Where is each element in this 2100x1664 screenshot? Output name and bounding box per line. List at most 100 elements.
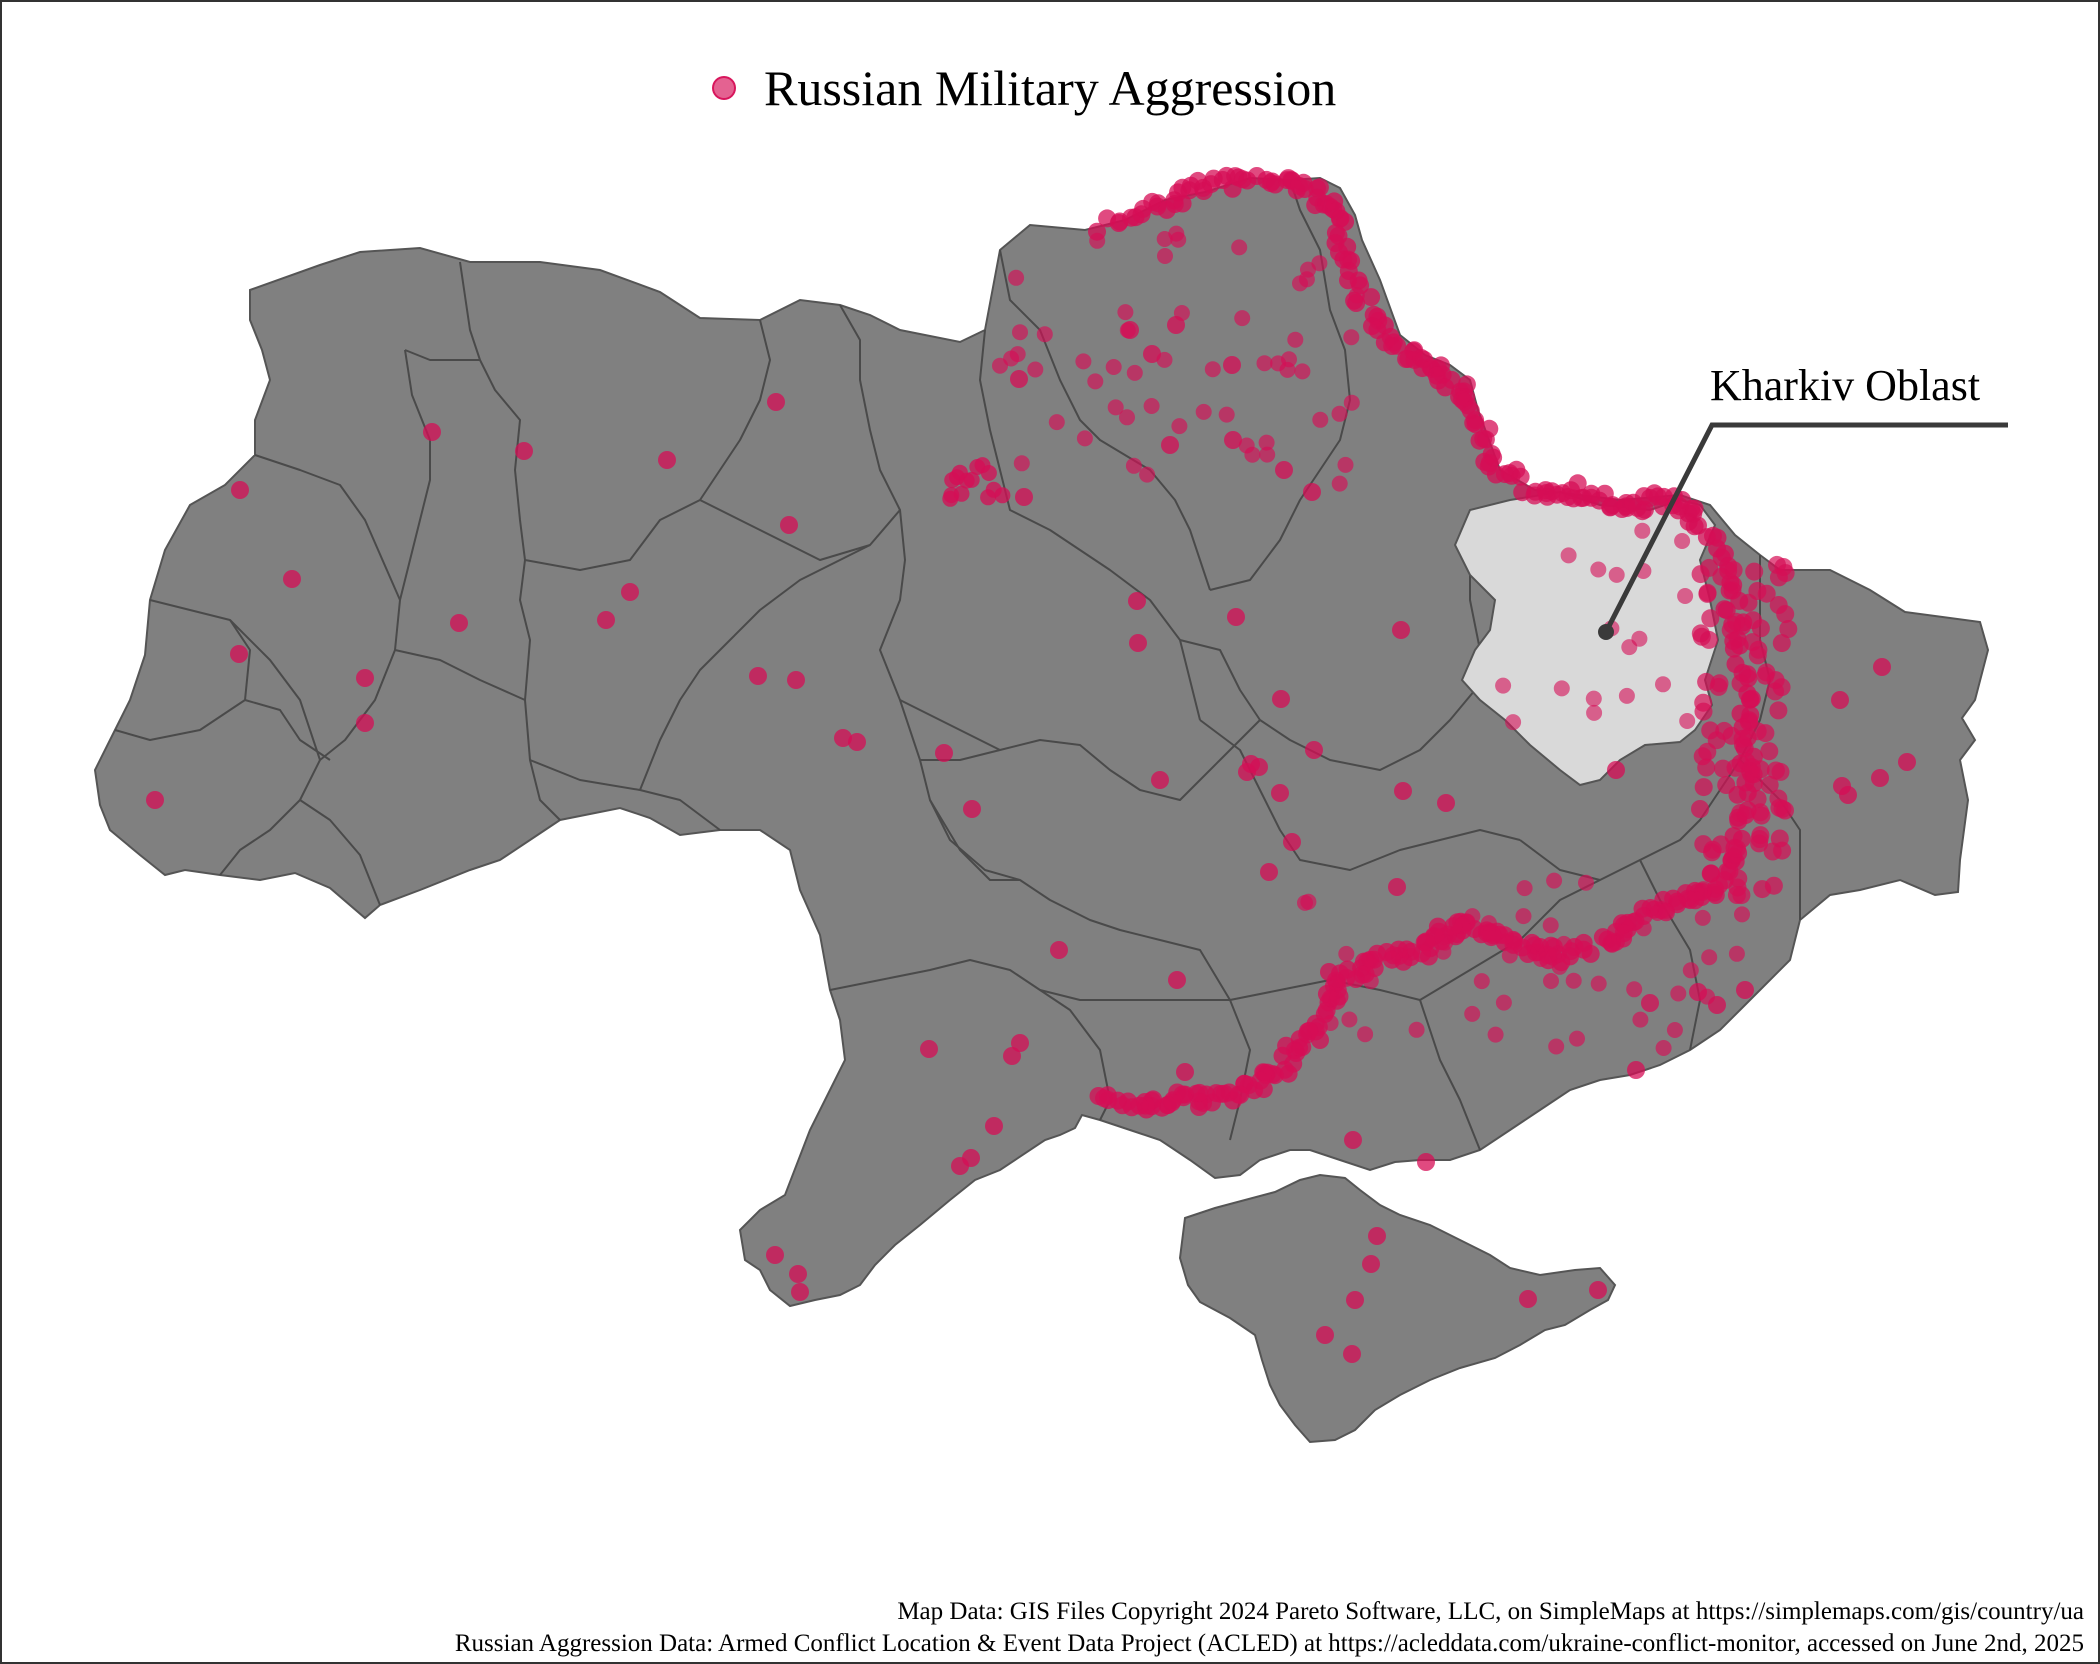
- event-marker: [1679, 713, 1696, 729]
- event-marker: [1394, 782, 1412, 800]
- event-marker: [1151, 771, 1169, 789]
- event-marker: [1010, 370, 1028, 388]
- event-marker: [1117, 304, 1134, 321]
- event-marker: [1871, 769, 1889, 787]
- event-marker: [515, 442, 533, 460]
- event-marker: [1297, 894, 1313, 911]
- event-marker: [1776, 564, 1795, 583]
- event-marker: [1542, 917, 1559, 934]
- event-marker: [1256, 355, 1273, 372]
- event-marker: [1511, 467, 1530, 486]
- legend-marker-icon: [712, 76, 736, 100]
- event-marker: [1712, 567, 1731, 586]
- kharkiv-oblast-label: Kharkiv Oblast: [1710, 361, 1981, 410]
- event-marker: [1627, 1061, 1645, 1079]
- event-marker: [1745, 562, 1764, 581]
- event-marker: [1346, 1291, 1364, 1309]
- event-marker: [230, 645, 248, 663]
- event-marker: [658, 451, 676, 469]
- event-marker: [1626, 981, 1643, 998]
- event-marker: [1736, 981, 1754, 999]
- event-marker: [1125, 457, 1142, 474]
- event-marker: [1560, 547, 1577, 564]
- event-marker: [944, 472, 961, 489]
- event-marker: [920, 1040, 938, 1058]
- event-marker: [1751, 826, 1770, 845]
- event-marker: [1742, 689, 1761, 708]
- event-marker: [935, 744, 953, 762]
- event-marker: [1089, 232, 1106, 249]
- event-marker: [1839, 786, 1857, 804]
- event-marker: [1641, 994, 1659, 1012]
- event-marker: [1734, 906, 1750, 923]
- event-marker: [951, 1157, 969, 1175]
- event-marker: [1691, 800, 1709, 818]
- event-marker: [1305, 741, 1323, 759]
- event-marker: [1748, 789, 1767, 808]
- event-marker: [1294, 363, 1311, 380]
- event-marker: [1608, 566, 1625, 583]
- event-marker: [1632, 1011, 1649, 1028]
- event-marker: [621, 583, 639, 601]
- event-marker: [1621, 639, 1638, 656]
- event-marker: [1157, 248, 1173, 264]
- event-marker: [1689, 983, 1707, 1001]
- event-marker: [1258, 434, 1275, 451]
- event-marker: [1516, 880, 1533, 897]
- event-marker: [1586, 704, 1603, 721]
- event-marker: [787, 671, 805, 689]
- event-marker: [780, 516, 798, 534]
- event-marker: [1752, 806, 1771, 825]
- event-marker: [1362, 288, 1381, 307]
- event-marker: [1323, 990, 1340, 1007]
- event-marker: [283, 570, 301, 588]
- event-marker: [1769, 701, 1788, 720]
- event-marker: [1227, 608, 1245, 626]
- event-marker: [766, 1246, 784, 1264]
- event-marker: [1532, 951, 1549, 967]
- event-marker: [1075, 353, 1092, 370]
- event-marker: [1711, 835, 1730, 854]
- event-marker: [1341, 1011, 1358, 1028]
- event-marker: [1224, 431, 1242, 449]
- oblast-borders: [114, 179, 1801, 1151]
- event-marker: [1279, 1064, 1298, 1083]
- event-marker: [1271, 784, 1289, 802]
- event-marker: [1635, 500, 1654, 519]
- event-marker: [834, 729, 852, 747]
- event-marker: [1195, 403, 1212, 420]
- event-marker: [1011, 1034, 1029, 1052]
- event-marker: [1331, 475, 1348, 492]
- event-marker: [1170, 231, 1187, 248]
- event-marker: [1590, 561, 1607, 578]
- event-marker: [1873, 658, 1891, 676]
- event-marker: [1244, 446, 1261, 463]
- event-marker: [1565, 972, 1582, 989]
- event-marker: [1285, 1041, 1304, 1060]
- event-marker: [1218, 406, 1235, 423]
- event-marker: [1618, 687, 1635, 704]
- event-marker: [1480, 915, 1497, 932]
- event-marker: [1487, 1026, 1504, 1043]
- event-marker: [1582, 484, 1601, 503]
- event-marker: [1168, 971, 1186, 989]
- event-marker: [1757, 584, 1776, 603]
- event-marker: [1634, 522, 1651, 539]
- event-marker: [1027, 361, 1044, 378]
- event-marker: [1731, 674, 1750, 693]
- event-marker: [1349, 271, 1368, 290]
- event-marker: [1344, 1131, 1362, 1149]
- event-marker: [749, 667, 767, 685]
- event-marker: [1368, 1227, 1386, 1245]
- event-marker: [1593, 928, 1612, 947]
- event-marker: [1464, 908, 1481, 925]
- event-marker: [597, 611, 615, 629]
- credit-aggression-data: Russian Aggression Data: Armed Conflict …: [454, 1630, 2084, 1657]
- event-marker: [1708, 996, 1726, 1014]
- event-marker: [1590, 975, 1607, 992]
- event-marker: [1190, 1083, 1209, 1102]
- event-marker: [1171, 418, 1188, 435]
- event-marker: [1831, 691, 1849, 709]
- event-marker: [1279, 361, 1296, 378]
